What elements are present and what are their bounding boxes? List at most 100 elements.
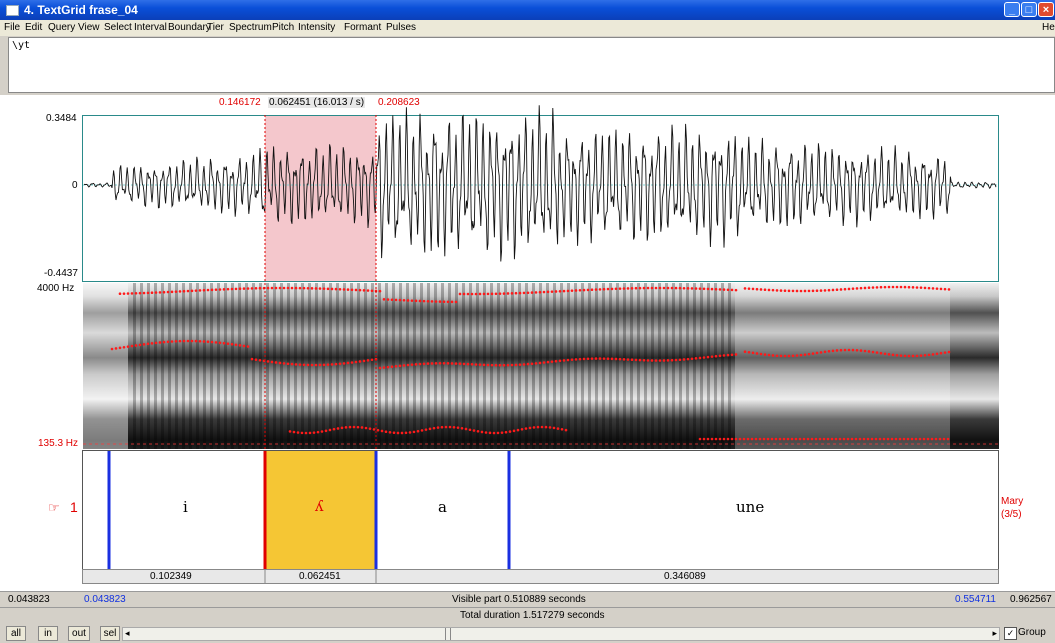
zoom-out-button[interactable]: out	[68, 626, 90, 641]
menu-help[interactable]: He	[1042, 22, 1055, 33]
menu-intensity[interactable]: Intensity	[298, 22, 336, 33]
formant-point	[630, 287, 634, 290]
formant-point	[258, 358, 262, 362]
selected-interval[interactable]	[265, 451, 376, 569]
interval-text-field[interactable]: \yt	[8, 37, 1055, 93]
interval-label-i[interactable]: i	[183, 498, 188, 516]
title-bar: 4. TextGrid frase_04 _ □ ×	[0, 0, 1055, 20]
zoom-all-button[interactable]: all	[6, 626, 26, 641]
formant-point	[370, 289, 374, 293]
formant-point	[855, 287, 859, 290]
formant-point	[134, 292, 138, 295]
editor-drawing[interactable]	[0, 95, 1055, 591]
formant-point	[174, 339, 178, 343]
formant-tracks	[110, 285, 951, 441]
amplitude-max-label: 0.3484	[46, 113, 77, 124]
formant-point	[434, 362, 438, 365]
menu-tier[interactable]: Tier	[207, 22, 224, 33]
formant-point	[386, 365, 390, 369]
interval-label-une[interactable]: une	[736, 498, 765, 516]
formant-point	[430, 300, 434, 303]
formant-point	[230, 287, 234, 291]
menu-boundary[interactable]: Boundary	[168, 22, 211, 33]
formant-point	[274, 286, 278, 290]
interval-label-a[interactable]: a	[438, 498, 447, 516]
close-button[interactable]: ×	[1038, 2, 1054, 17]
menu-edit[interactable]: Edit	[25, 22, 43, 33]
formant-point	[194, 339, 198, 343]
menu-query[interactable]: Query	[48, 22, 76, 33]
scroll-right-icon[interactable]: ▸	[992, 628, 997, 638]
formant-point	[334, 362, 338, 366]
editor-canvas[interactable]: 0.146172 0.062451 (16.013 / s) 0.208623 …	[0, 95, 1055, 591]
amplitude-min-label: -0.4437	[44, 268, 78, 279]
formant-point	[190, 289, 194, 293]
formant-point	[374, 289, 378, 293]
formant-point	[448, 425, 452, 429]
formant-point	[380, 429, 384, 433]
formant-point	[642, 358, 646, 362]
formant-point	[162, 340, 166, 344]
menu-file[interactable]: File	[4, 22, 21, 33]
minimize-button[interactable]: _	[1004, 2, 1020, 17]
formant-point	[170, 340, 174, 343]
maximize-button[interactable]: □	[1021, 2, 1037, 17]
total-duration-label[interactable]: Total duration 1.517279 seconds	[460, 610, 605, 621]
formant-point	[370, 358, 374, 362]
formant-point	[815, 351, 819, 355]
formant-point	[799, 353, 803, 357]
formant-point	[462, 362, 466, 366]
zoom-selection-button[interactable]: sel	[100, 626, 120, 641]
formant-point	[926, 437, 930, 441]
formant-point	[927, 286, 931, 290]
scrollbar-thumb[interactable]	[445, 628, 451, 640]
menu-select[interactable]: Select	[104, 22, 132, 33]
group-label: Group	[1018, 627, 1046, 638]
formant-point	[330, 363, 334, 366]
menu-spectrum[interactable]: Spectrum	[229, 22, 272, 33]
formant-point	[898, 437, 902, 441]
scroll-left-icon[interactable]: ◂	[125, 628, 130, 638]
menu-view[interactable]: View	[78, 22, 100, 33]
formant-point	[891, 285, 895, 289]
formant-point	[903, 285, 907, 289]
formant-point	[642, 286, 646, 290]
menu-formant[interactable]: Formant	[344, 22, 382, 33]
formant-point	[452, 425, 456, 429]
menu-pitch[interactable]: Pitch	[272, 22, 295, 33]
formant-point	[510, 292, 514, 295]
menu-pulses[interactable]: Pulses	[386, 22, 417, 33]
formant-point	[915, 286, 919, 289]
formant-point	[356, 425, 360, 429]
formant-point	[939, 351, 943, 355]
formant-point	[654, 286, 658, 290]
formant-point	[787, 289, 791, 293]
formant-point	[566, 358, 570, 362]
formant-point	[946, 437, 950, 441]
formant-point	[308, 431, 312, 435]
formant-point	[755, 287, 759, 291]
formant-point	[634, 358, 638, 362]
formant-point	[426, 362, 430, 365]
formant-point	[294, 286, 298, 290]
selection-end-label: 0.208623	[378, 97, 420, 108]
visible-part-label[interactable]: Visible part 0.510889 seconds	[452, 594, 586, 605]
group-checkbox[interactable]: ✓	[1004, 627, 1017, 640]
formant-point	[226, 287, 230, 291]
formant-point	[414, 299, 418, 303]
formant-point	[738, 437, 742, 441]
formant-point	[372, 428, 376, 431]
formant-point	[346, 288, 350, 291]
formant-point	[582, 357, 586, 361]
formant-point	[346, 361, 350, 365]
window-title: 4. TextGrid frase_04	[24, 3, 138, 17]
interval-label-lambda[interactable]: ʎ	[315, 497, 324, 515]
formant-point	[250, 287, 254, 290]
formant-point	[412, 430, 416, 434]
zoom-in-button[interactable]: in	[38, 626, 58, 641]
formant-point	[434, 300, 438, 303]
formant-point	[362, 289, 366, 292]
menu-interval[interactable]: Interval	[134, 22, 167, 33]
time-scrollbar[interactable]: ◂ ▸	[122, 627, 1000, 641]
formant-point	[508, 430, 512, 433]
